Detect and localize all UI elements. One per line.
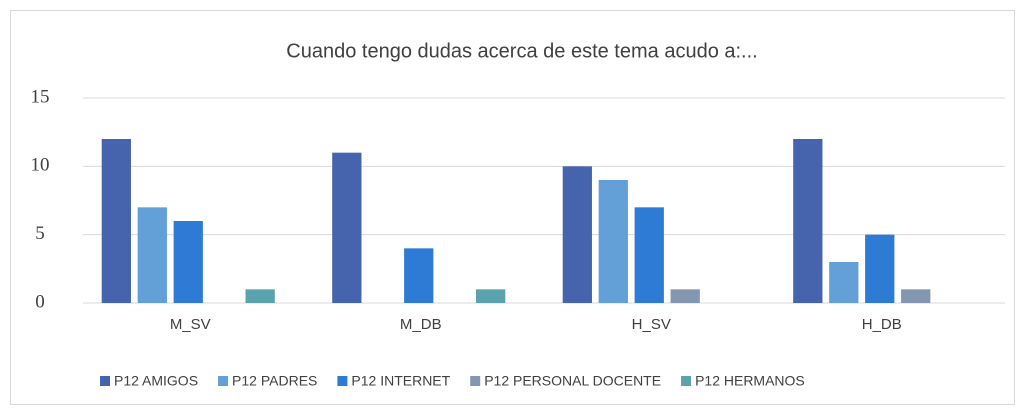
x-tick-label: M_SV <box>170 316 211 333</box>
bar <box>670 289 700 303</box>
x-tick-label: H_DB <box>862 316 902 333</box>
x-tick-label: M_DB <box>400 316 442 333</box>
bar <box>634 207 664 303</box>
chart-title: Cuando tengo dudas acerca de este tema a… <box>286 40 757 62</box>
y-tick-label: 5 <box>35 223 45 244</box>
bar <box>598 180 628 303</box>
bar <box>245 289 275 303</box>
y-tick-label: 10 <box>31 155 50 176</box>
legend-swatch <box>337 376 348 386</box>
bar <box>829 262 859 303</box>
bar <box>137 207 167 303</box>
legend-label: P12 HERMANOS <box>695 373 805 389</box>
legend-swatch <box>218 376 229 386</box>
y-tick-label: 15 <box>31 86 50 107</box>
bar <box>404 248 434 303</box>
bar <box>793 139 823 303</box>
bar <box>476 289 506 303</box>
legend-label: P12 INTERNET <box>351 373 450 389</box>
bar <box>562 166 592 303</box>
bar <box>101 139 131 303</box>
bar <box>332 152 362 303</box>
legend-swatch <box>100 376 110 386</box>
bar <box>865 234 895 303</box>
bar <box>901 289 931 303</box>
legend-label: P12 PADRES <box>232 373 317 389</box>
legend-label: P12 PERSONAL DOCENTE <box>484 373 661 389</box>
chart-border <box>10 10 1015 405</box>
legend-label: P12 AMIGOS <box>114 373 198 389</box>
y-tick-label: 0 <box>35 291 45 312</box>
legend-swatch <box>470 376 481 386</box>
x-tick-label: H_SV <box>632 316 671 333</box>
legend-swatch <box>681 376 692 386</box>
bar <box>173 221 203 303</box>
